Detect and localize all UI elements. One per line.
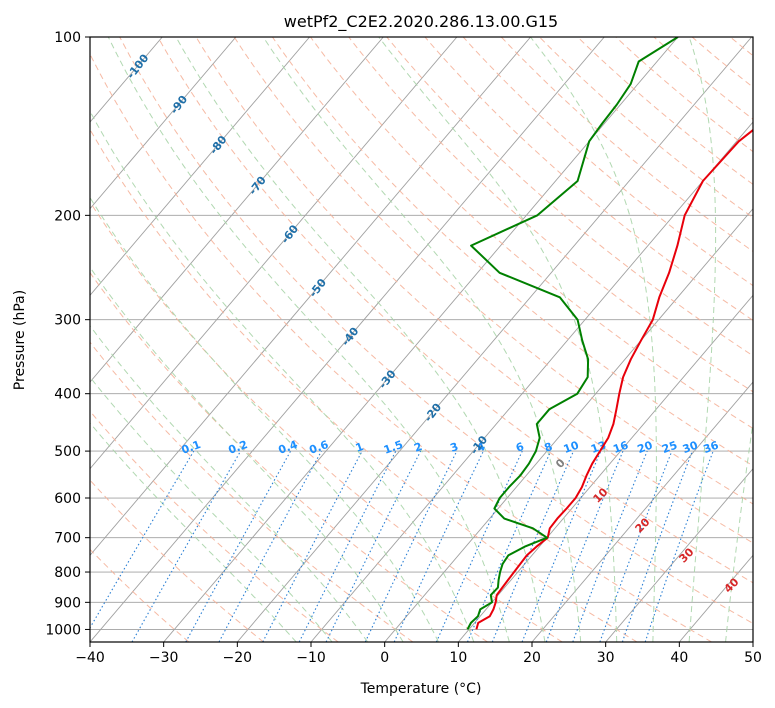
isotherm-line (236, 37, 752, 642)
chart-title: wetPf2_C2E2.2020.286.13.00.G15 (284, 12, 558, 32)
mixing-ratio-line (491, 450, 575, 642)
mixing-ratio-line (218, 450, 322, 642)
dry-adiabat-line (500, 37, 753, 252)
x-tick-label: 50 (744, 650, 762, 666)
mixing-ratio-label: 13 (589, 439, 608, 456)
temperature-profile-line (475, 128, 753, 630)
dry-adiabat-line (310, 37, 753, 429)
dry-adiabat-line (195, 37, 753, 544)
y-tick-label: 900 (54, 595, 81, 611)
dry-adiabat-line (157, 37, 753, 584)
x-tick-label: 20 (523, 650, 541, 666)
mixing-ratio-line (466, 450, 552, 642)
mixing-ratio-label: 10 (562, 439, 581, 457)
plot-frame (89, 36, 754, 643)
moist-adiabat-line (90, 266, 404, 642)
isotherm-line (90, 37, 310, 297)
mixing-ratio-line (131, 450, 242, 642)
y-tick-label: 800 (54, 565, 81, 581)
mixing-ratio-label: 2 (412, 440, 424, 455)
x-tick-label: −30 (149, 650, 179, 666)
isotherm-line (90, 37, 384, 383)
dry-adiabat-line (90, 128, 638, 642)
mixing-ratio-line (325, 450, 422, 642)
mixing-ratio-label: 1 (354, 440, 366, 455)
mixing-ratio-label: 1.5 (382, 438, 405, 457)
dry-adiabat-line (119, 37, 753, 625)
moist-adiabat-line (262, 37, 582, 642)
dry-adiabat-line (233, 37, 753, 505)
moist-adiabat-line (90, 422, 297, 642)
x-axis-title: Temperature (°C) (360, 681, 482, 697)
isotherm-line (90, 37, 605, 642)
dry-adiabat-line (386, 37, 753, 357)
mixing-ratio-label: 8 (543, 440, 555, 455)
x-tick-label: −20 (223, 650, 253, 666)
y-tick-label: 500 (54, 444, 81, 460)
dry-adiabat-line (90, 479, 264, 642)
mixing-ratio-label: 20 (636, 439, 655, 457)
isotherm-line (90, 37, 237, 210)
dry-adiabat-line (348, 37, 753, 393)
mixing-ratio-label: 4 (475, 440, 487, 455)
y-tick-label: 300 (54, 313, 81, 329)
moist-adiabat-line (90, 196, 439, 642)
dry-adiabat-line (424, 37, 753, 321)
moist-adiabat-line (90, 376, 333, 642)
x-tick-label: −40 (75, 650, 105, 666)
y-axis-title: Pressure (hPa) (12, 290, 28, 390)
dry-adiabat-line (615, 37, 753, 153)
x-tick-label: 40 (670, 650, 688, 666)
x-tick-label: 30 (597, 650, 615, 666)
isotherm-line (531, 381, 753, 642)
moist-adiabat-line (688, 37, 717, 642)
mixing-ratio-line (621, 450, 693, 642)
isotherm-line (605, 467, 753, 642)
mixing-ratio-line (644, 450, 714, 642)
mixing-ratio-label: 0.2 (227, 438, 250, 457)
y-tick-label: 400 (54, 387, 81, 403)
mixing-ratio-label: 16 (611, 439, 630, 457)
mixing-ratio-label: 0.4 (277, 438, 300, 457)
isotherm-line (90, 37, 458, 470)
x-tick-label: 10 (449, 650, 467, 666)
mixing-ratio-label: 36 (702, 439, 721, 457)
mixing-ratio-line (185, 450, 292, 642)
dry-adiabat-line (90, 53, 712, 642)
dry-adiabat-line (462, 37, 753, 287)
y-tick-label: 100 (54, 30, 81, 46)
isotherm-line (90, 37, 531, 556)
mixing-ratio-line (435, 450, 523, 642)
moist-adiabat-line (725, 418, 753, 642)
moist-adiabat-line (530, 37, 657, 642)
dewpoint-profile-line (466, 37, 679, 630)
dry-adiabat-line (271, 37, 753, 467)
mixing-ratio-label: 25 (660, 439, 679, 456)
x-tick-label: 0 (380, 650, 389, 666)
y-tick-label: 1000 (45, 622, 81, 638)
moist-adiabat-line (90, 110, 475, 642)
dry-adiabat-line (90, 341, 414, 642)
y-tick-label: 700 (54, 531, 81, 547)
mixing-ratio-label: 0.1 (180, 438, 203, 457)
moist-adiabat-line (90, 325, 369, 642)
mixing-ratio-label: 30 (681, 439, 700, 457)
mixing-ratio-label: 3 (449, 440, 461, 455)
mixing-ratio-label: 0.6 (307, 438, 330, 457)
mixing-ratio-line (393, 450, 484, 642)
moist-adiabat-line (175, 37, 546, 642)
x-tick-label: −10 (296, 650, 326, 666)
mixing-ratio-label: 6 (514, 440, 526, 455)
y-tick-label: 200 (54, 208, 81, 224)
y-tick-label: 600 (54, 491, 81, 507)
mixing-ratio-line (90, 450, 195, 629)
mixing-ratio-line (364, 450, 458, 642)
